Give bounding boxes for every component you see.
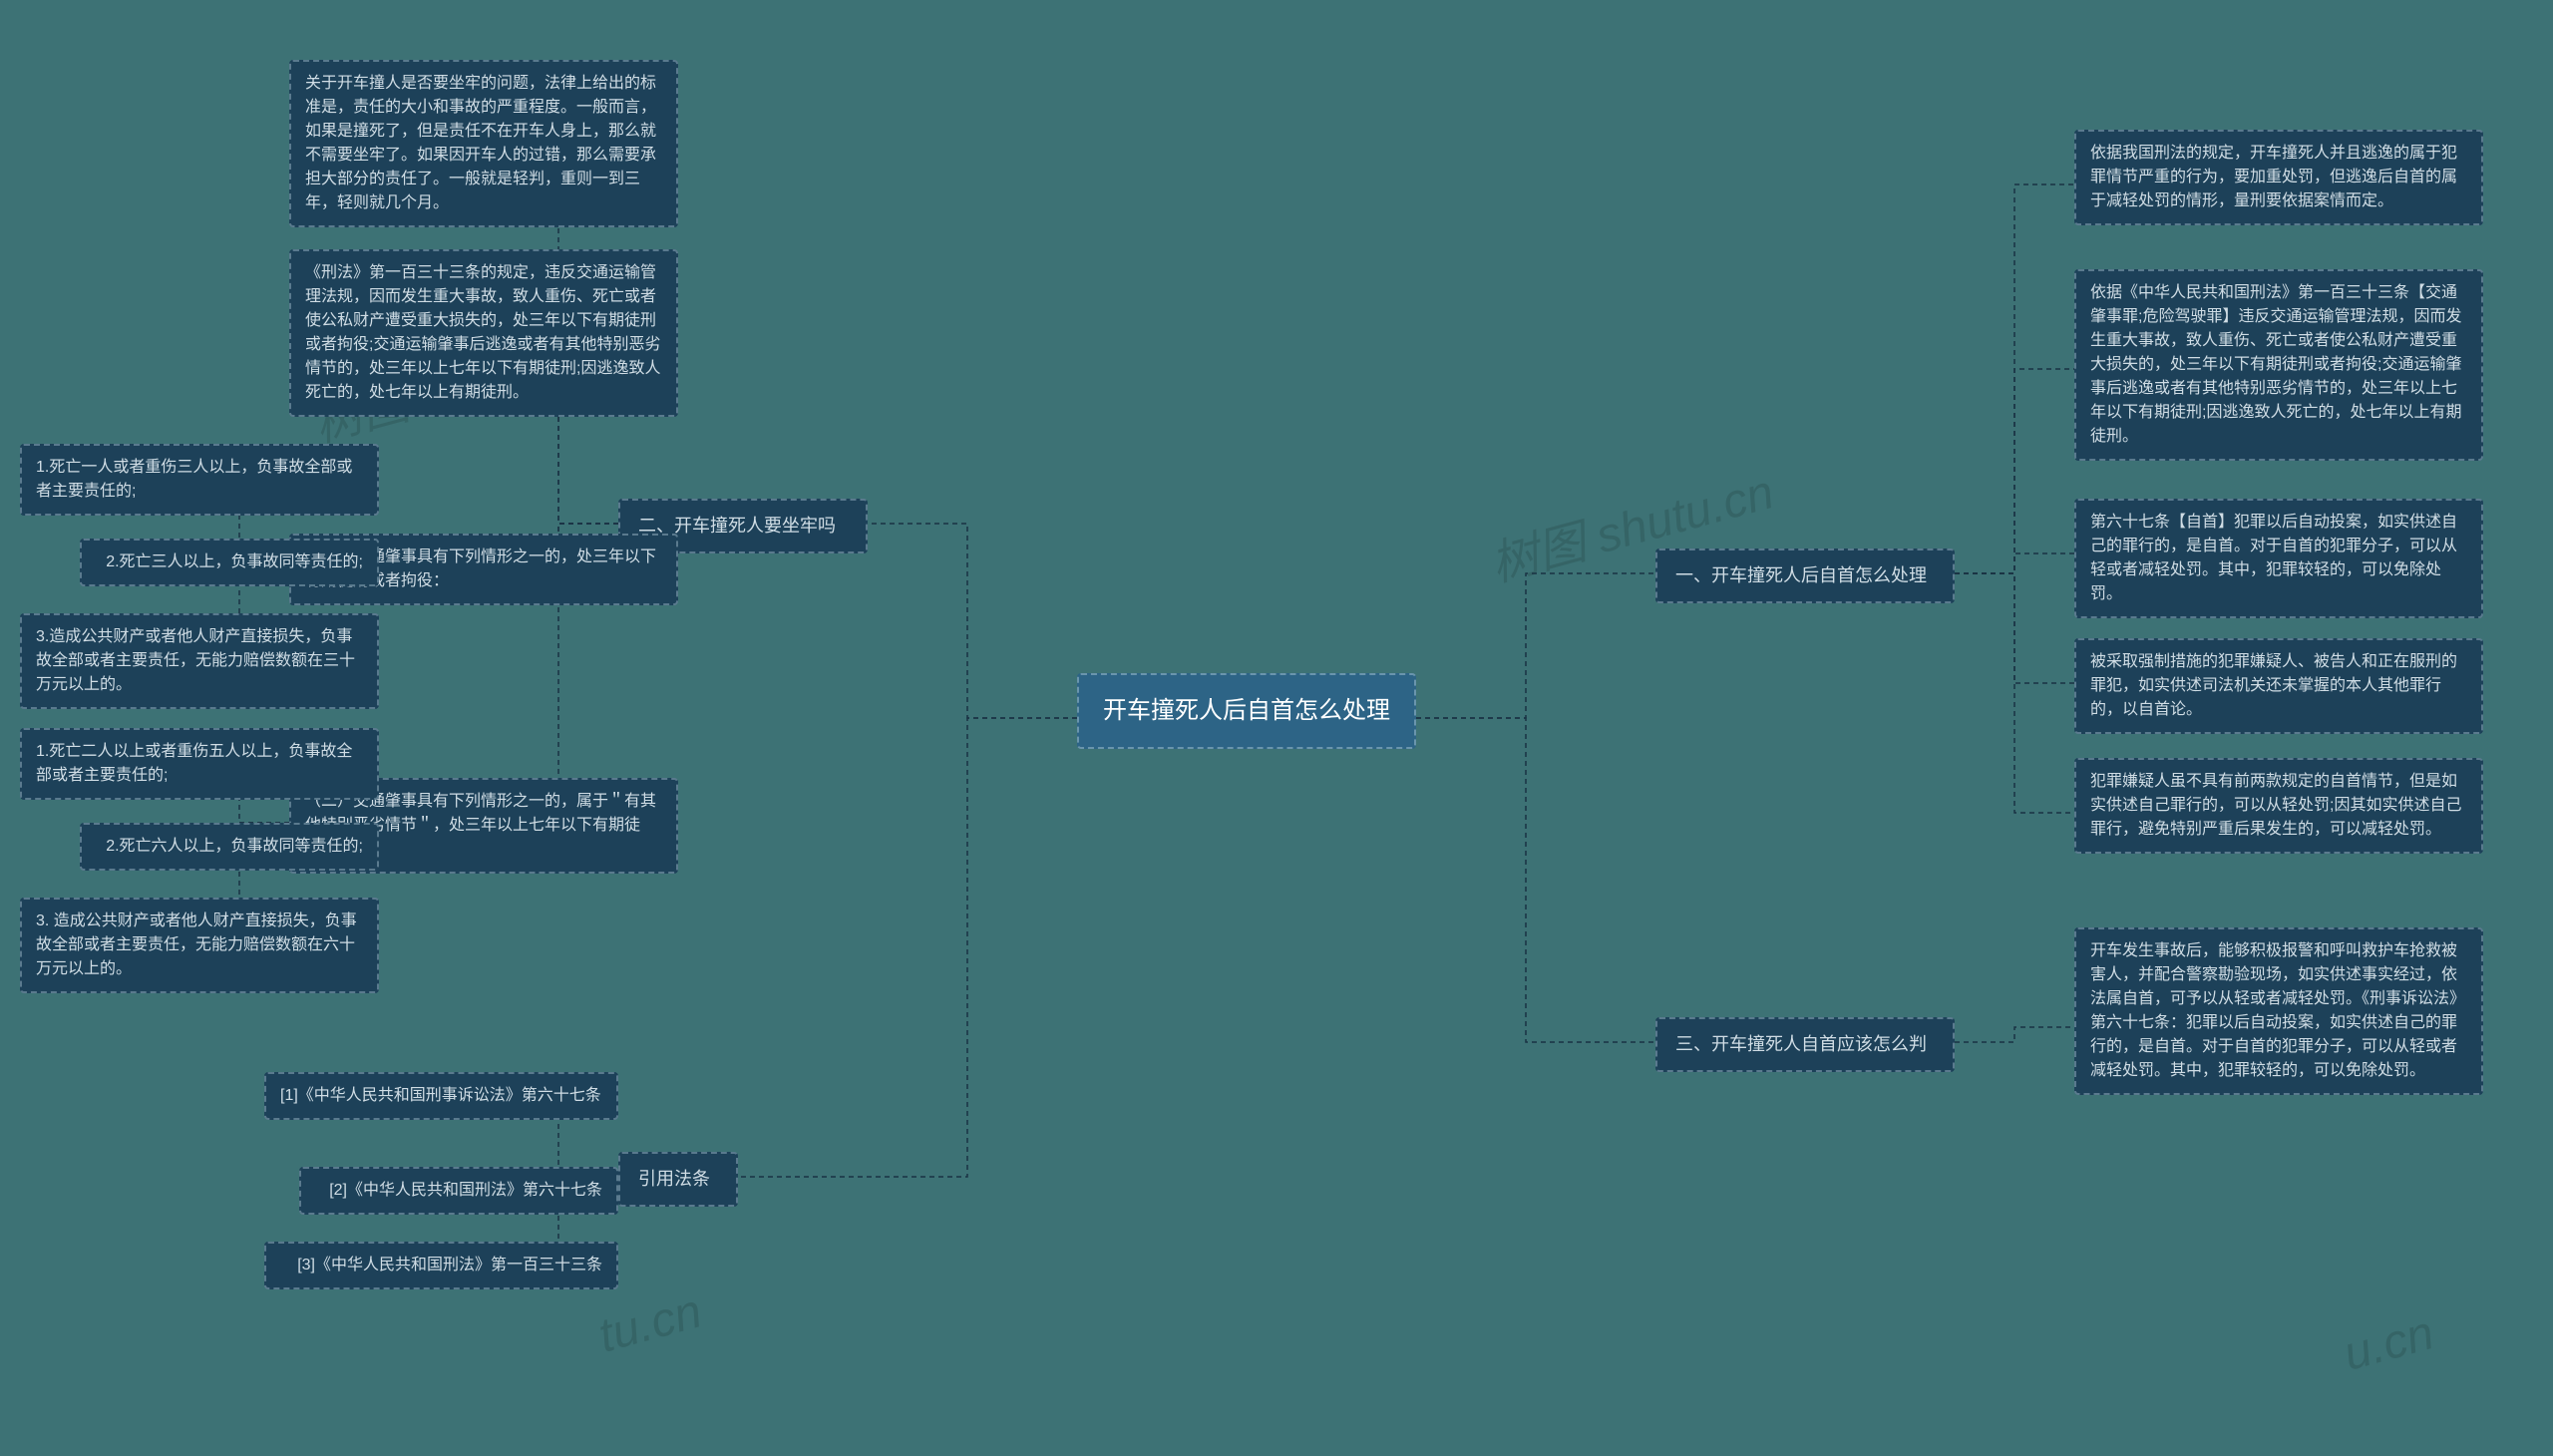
leaf-b1-2: 依据《中华人民共和国刑法》第一百三十三条【交通肇事罪;危险驾驶罪】违反交通运输管… (2074, 269, 2483, 461)
leaf-b1-3: 第六十七条【自首】犯罪以后自动投案，如实供述自己的罪行的，是自首。对于自首的犯罪… (2074, 499, 2483, 618)
leaf-b4-1: [1]《中华人民共和国刑事诉讼法》第六十七条 (264, 1072, 618, 1120)
watermark: u.cn (2338, 1305, 2439, 1382)
leaf-b4-3: [3]《中华人民共和国刑法》第一百三十三条 (264, 1242, 618, 1289)
branch-3: 三、开车撞死人自首应该怎么判 (1655, 1017, 1955, 1072)
leaf-b4-2: [2]《中华人民共和国刑法》第六十七条 (299, 1167, 618, 1215)
leaf-b2-4-2: 2.死亡六人以上，负事故同等责任的; (80, 823, 379, 871)
watermark: tu.cn (593, 1283, 708, 1363)
branch-4: 引用法条 (618, 1152, 738, 1207)
branch-1: 一、开车撞死人后自首怎么处理 (1655, 548, 1955, 603)
root-node: 开车撞死人后自首怎么处理 (1077, 673, 1416, 749)
leaf-b2-4-1: 1.死亡二人以上或者重伤五人以上，负事故全部或者主要责任的; (20, 728, 379, 800)
leaf-b2-1: 关于开车撞人是否要坐牢的问题，法律上给出的标准是，责任的大小和事故的严重程度。一… (289, 60, 678, 227)
leaf-b3-1: 开车发生事故后，能够积极报警和呼叫救护车抢救被害人，并配合警察勘验现场，如实供述… (2074, 927, 2483, 1095)
leaf-b2-3-3: 3.造成公共财产或者他人财产直接损失，负事故全部或者主要责任，无能力赔偿数额在三… (20, 613, 379, 709)
leaf-b2-3-2: 2.死亡三人以上，负事故同等责任的; (80, 539, 379, 586)
leaf-b2-3-1: 1.死亡一人或者重伤三人以上，负事故全部或者主要责任的; (20, 444, 379, 516)
leaf-b1-4: 被采取强制措施的犯罪嫌疑人、被告人和正在服刑的罪犯，如实供述司法机关还未掌握的本… (2074, 638, 2483, 734)
leaf-b2-4-3: 3. 造成公共财产或者他人财产直接损失，负事故全部或者主要责任，无能力赔偿数额在… (20, 898, 379, 993)
leaf-b1-5: 犯罪嫌疑人虽不具有前两款规定的自首情节，但是如实供述自己罪行的，可以从轻处罚;因… (2074, 758, 2483, 854)
leaf-b1-1: 依据我国刑法的规定，开车撞死人并且逃逸的属于犯罪情节严重的行为，要加重处罚，但逃… (2074, 130, 2483, 225)
leaf-b2-2: 《刑法》第一百三十三条的规定，违反交通运输管理法规，因而发生重大事故，致人重伤、… (289, 249, 678, 417)
